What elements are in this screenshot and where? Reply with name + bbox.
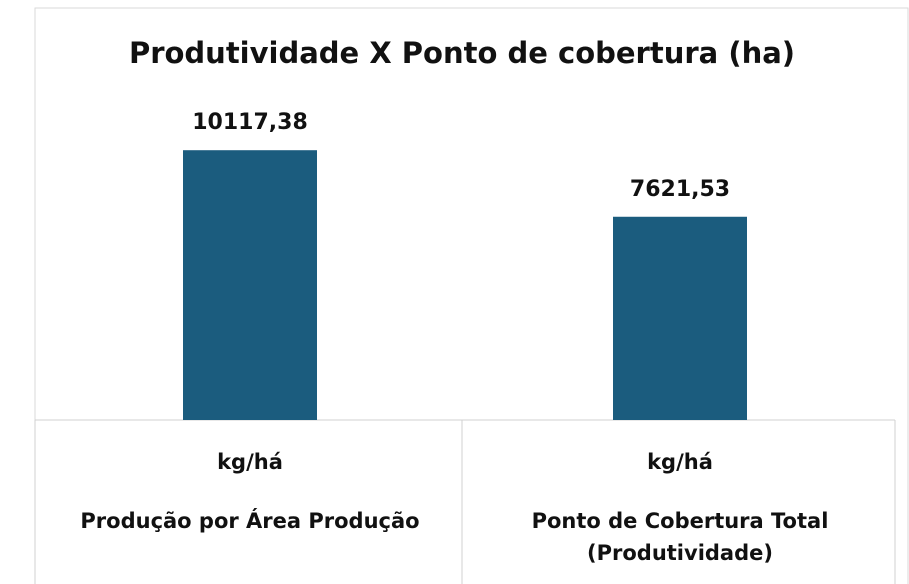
bar (183, 150, 317, 421)
category-table (34, 419, 896, 584)
bar (613, 216, 747, 420)
category-unit: kg/há (217, 450, 283, 474)
chart-frame (34, 7, 909, 584)
category-unit: kg/há (647, 450, 713, 474)
chart-title: Produtividade X Ponto de cobertura (ha) (129, 36, 795, 70)
value-label: 10117,38 (192, 110, 308, 135)
value-label: 7621,53 (630, 177, 730, 202)
category-label: Produção por Área Produção (80, 509, 420, 533)
category-label: Ponto de Cobertura Total (Produtividade) (531, 509, 829, 565)
